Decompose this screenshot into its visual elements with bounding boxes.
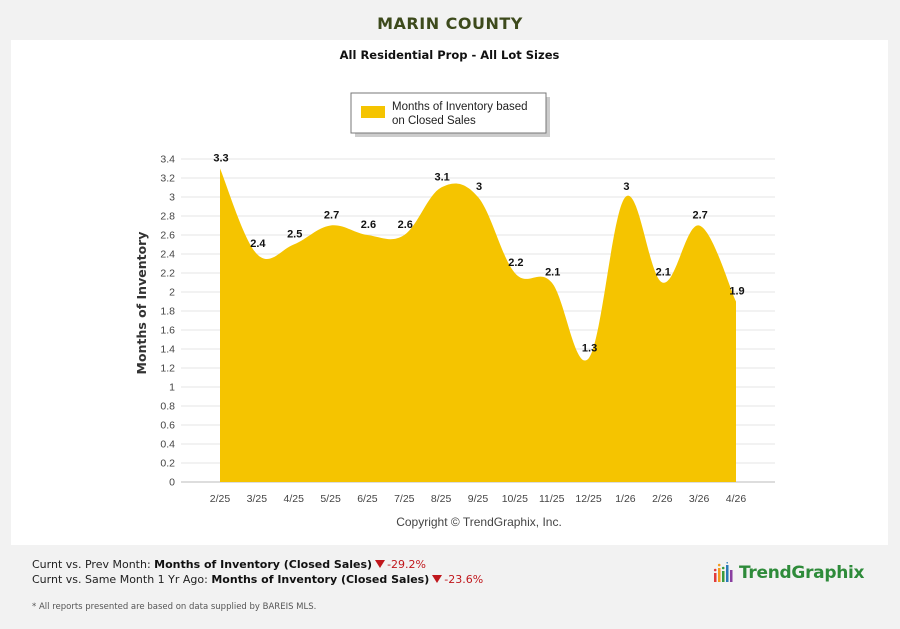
y-tick-label: 0.2 [160, 458, 175, 470]
y-axis-label: Months of Inventory [134, 232, 149, 375]
brand-name: TrendGraphix [739, 563, 865, 583]
trendgraphix-logo: TrendGraphix [713, 560, 864, 586]
legend-label-line1: Months of Inventory based [392, 101, 528, 113]
down-arrow-icon [375, 560, 386, 568]
x-tick-label: 3/25 [247, 493, 268, 505]
data-labels: 3.3 2.4 2.5 2.7 2.6 2.6 3.1 3 2.2 2.1 1.3 3 2.1 2.7 1.… [213, 153, 744, 355]
x-tick-label: 3/26 [689, 493, 710, 505]
y-tick-label: 3.4 [160, 154, 175, 166]
data-label: 1.3 [582, 343, 597, 355]
prev-month-pct: -29.2% [387, 558, 426, 571]
x-tick-label: 10/25 [502, 493, 528, 505]
data-label: 2.1 [656, 267, 671, 279]
x-tick-label: 1/26 [615, 493, 636, 505]
y-tick-label: 2.6 [160, 230, 175, 242]
y-tick-label: 1.6 [160, 325, 175, 337]
y-tick-label: 1.4 [160, 344, 175, 356]
copyright-credit: Copyright © TrendGraphix, Inc. [396, 515, 562, 529]
x-tick-label: 12/25 [575, 493, 601, 505]
down-arrow-icon [432, 575, 443, 583]
data-label: 2.6 [361, 219, 376, 231]
x-tick-label: 9/25 [468, 493, 489, 505]
x-tick-label: 4/25 [283, 493, 304, 505]
data-label: 2.7 [692, 210, 707, 222]
y-tick-label: 2.2 [160, 268, 175, 280]
legend: Months of Inventory based on Closed Sale… [350, 92, 550, 137]
prev-month-comparison: Curnt vs. Prev Month: Months of Inventor… [32, 558, 426, 571]
chart: All Residential Prop - All Lot Sizes Mon… [134, 48, 775, 529]
chart-title: All Residential Prop - All Lot Sizes [340, 48, 560, 62]
data-label: 3.3 [213, 153, 228, 165]
data-label: 3.1 [434, 172, 449, 184]
y-axis: 0 0.2 0.4 0.6 0.8 1 1.2 1.4 1.6 1.8 2 2.2 2.4 2.6 2.8 3… [160, 154, 175, 489]
legend-swatch [361, 106, 385, 118]
data-label: 2.7 [324, 210, 339, 222]
x-tick-label: 6/25 [357, 493, 378, 505]
data-label: 2.6 [398, 219, 413, 231]
data-label: 2.4 [250, 238, 266, 250]
y-tick-label: 2.8 [160, 211, 175, 223]
x-axis: 2/25 3/25 4/25 5/25 6/25 7/25 8/25 9/25 10/25 11/… [210, 493, 747, 505]
y-tick-label: 1 [169, 382, 175, 394]
bar-chart-logo-icon [713, 562, 733, 582]
data-label: 2.5 [287, 229, 302, 241]
data-label: 3 [623, 181, 629, 193]
y-tick-label: 2.4 [160, 249, 175, 261]
x-tick-label: 4/26 [726, 493, 747, 505]
y-tick-label: 0.8 [160, 401, 175, 413]
y-tick-label: 0 [169, 477, 175, 489]
y-tick-label: 3 [169, 192, 175, 204]
data-label: 1.9 [729, 286, 744, 298]
page-title: MARIN COUNTY [377, 14, 523, 33]
prev-month-metric: Months of Inventory (Closed Sales) [154, 558, 373, 571]
data-label: 3 [476, 181, 482, 193]
year-ago-pct: -23.6% [444, 573, 484, 586]
data-source-note: * All reports presented are based on dat… [32, 602, 317, 612]
year-ago-label: Curnt vs. Same Month 1 Yr Ago: [32, 573, 212, 586]
x-tick-label: 7/25 [394, 493, 415, 505]
x-tick-label: 5/25 [320, 493, 341, 505]
data-label: 2.2 [508, 257, 523, 269]
chart-panel: All Residential Prop - All Lot Sizes Mon… [11, 40, 888, 545]
x-tick-label: 2/26 [652, 493, 673, 505]
x-tick-label: 11/25 [539, 493, 565, 505]
y-tick-label: 1.2 [160, 363, 175, 375]
y-tick-label: 1.8 [160, 306, 175, 318]
area-series [220, 168, 736, 482]
x-tick-label: 2/25 [210, 493, 231, 505]
x-tick-label: 8/25 [431, 493, 452, 505]
y-tick-label: 0.6 [160, 420, 175, 432]
y-tick-label: 3.2 [160, 173, 175, 185]
y-tick-label: 0.4 [160, 439, 175, 451]
legend-label-line2: on Closed Sales [392, 115, 476, 127]
year-ago-comparison: Curnt vs. Same Month 1 Yr Ago: Months of… [32, 573, 483, 586]
year-ago-metric: Months of Inventory (Closed Sales) [211, 573, 430, 586]
data-label: 2.1 [545, 267, 560, 279]
prev-month-label: Curnt vs. Prev Month: [32, 558, 155, 571]
y-tick-label: 2 [169, 287, 175, 299]
